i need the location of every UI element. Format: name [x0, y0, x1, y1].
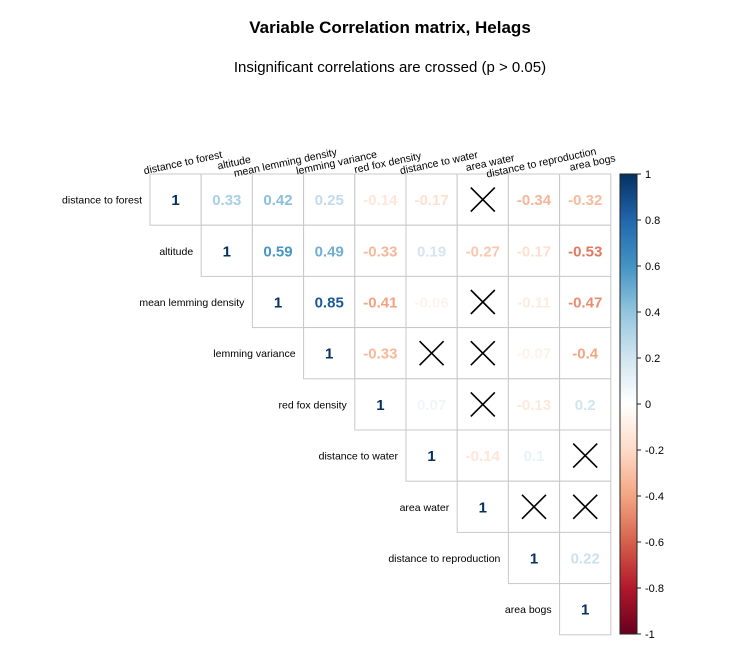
cell-border — [303, 327, 356, 380]
insignificant-cross — [419, 340, 445, 366]
colorbar-tick-label: -0.6 — [645, 537, 664, 549]
correlation-value: 0.59 — [263, 243, 292, 260]
correlation-value: 1 — [325, 346, 333, 363]
colorbar: 1 0.8 0.6 0.4 0.2 0 -0.2 -0.4 -0.6 -0.8 -1 — [619, 169, 664, 641]
correlation-value: -0.27 — [466, 243, 500, 260]
colorbar-tick-label: 0.6 — [645, 261, 660, 273]
correlation-value: -0.17 — [517, 243, 551, 260]
correlation-value: -0.13 — [517, 397, 551, 414]
cell-border — [559, 224, 612, 277]
cell-border — [559, 531, 612, 585]
insignificant-cross — [470, 187, 496, 213]
cell-border — [405, 224, 458, 277]
insignificant-cross — [572, 443, 598, 469]
cell-border — [559, 583, 612, 636]
correlation-value: 1 — [171, 192, 179, 209]
correlation-value: 1 — [581, 602, 589, 619]
correlation-value: 1 — [223, 243, 231, 260]
cell-border — [456, 480, 509, 533]
correlation-value: -0.34 — [517, 192, 552, 209]
colorbar-tick-label: -0.8 — [645, 583, 664, 595]
colorbar-tick-label: 0.4 — [645, 307, 660, 319]
row-label: area bogs — [505, 604, 552, 616]
correlation-value: 0.33 — [212, 192, 241, 209]
correlation-value: 0.22 — [571, 551, 600, 568]
correlation-value: -0.17 — [414, 192, 448, 209]
cell-border — [354, 378, 407, 431]
cell-border — [149, 173, 202, 226]
insignificant-cross — [470, 340, 496, 366]
correlation-value: -0.14 — [466, 448, 501, 465]
correlation-value: 0.25 — [315, 192, 344, 209]
column-label: distance to forest — [143, 149, 224, 177]
correlation-value: -0.33 — [363, 346, 397, 363]
correlation-value: 1 — [530, 551, 538, 568]
colorbar-tick-label: 0.8 — [645, 215, 660, 227]
cell-border — [405, 378, 458, 431]
row-label: distance to reproduction — [388, 553, 500, 565]
cell-border — [354, 275, 407, 329]
correlation-value: -0.07 — [517, 346, 551, 363]
row-label: red fox density — [279, 399, 348, 411]
insignificant-cross — [572, 494, 598, 520]
correlation-value: 0.2 — [575, 397, 596, 414]
correlation-value: 1 — [376, 397, 384, 414]
row-label: lemming variance — [213, 348, 295, 360]
row-label: distance to forest — [62, 195, 142, 207]
correlation-value: 0.85 — [315, 295, 344, 312]
correlation-grid: 1 0.33 0.42 0.25 -0.14 -0.17 -0.34 -0.32 1 0.59 0.… — [149, 173, 612, 636]
correlation-value: 1 — [427, 448, 435, 465]
insignificant-cross — [521, 494, 547, 520]
cell-border — [507, 224, 561, 277]
row-label: mean lemming density — [139, 297, 245, 309]
correlation-value: 1 — [274, 295, 282, 312]
correlation-value: -0.06 — [414, 295, 448, 312]
correlation-value: -0.53 — [568, 243, 602, 260]
cell-border — [251, 275, 305, 329]
colorbar-tick-label: -0.4 — [645, 491, 664, 503]
cell-border — [456, 429, 509, 482]
correlation-value: -0.33 — [363, 243, 397, 260]
cell-border — [559, 275, 612, 329]
chart-subtitle: Insignificant correlations are crossed (… — [234, 59, 546, 76]
correlation-value: 0.1 — [524, 448, 545, 465]
correlation-value: 0.49 — [315, 243, 344, 260]
cell-border — [200, 173, 253, 226]
cell-border — [507, 327, 561, 380]
cell-border — [405, 275, 458, 329]
insignificant-cross — [470, 391, 496, 417]
correlation-value: -0.14 — [363, 192, 398, 209]
row-label: altitude — [159, 246, 193, 258]
colorbar-tick-label: 1 — [645, 169, 651, 181]
correlation-value: 1 — [479, 499, 487, 516]
row-label: distance to water — [319, 451, 399, 463]
colorbar-tick-label: 0 — [645, 399, 651, 411]
correlation-value: -0.4 — [572, 346, 599, 363]
correlation-value: -0.41 — [363, 295, 397, 312]
colorbar-tick-label: -1 — [645, 629, 655, 641]
cell-border — [200, 224, 253, 277]
cell-border — [507, 429, 561, 482]
correlation-value: -0.32 — [568, 192, 602, 209]
colorbar-gradient — [619, 173, 638, 635]
cell-border — [354, 327, 407, 380]
chart-title: Variable Correlation matrix, Helags — [249, 18, 531, 37]
cell-border — [251, 173, 305, 226]
row-labels: distance to forest altitude mean lemming d… — [62, 195, 552, 617]
cell-border — [507, 531, 561, 585]
correlation-value: 0.42 — [263, 192, 292, 209]
correlation-value: -0.11 — [517, 295, 550, 312]
cell-border — [251, 224, 305, 277]
correlation-value: 0.19 — [417, 243, 446, 260]
cell-border — [456, 224, 509, 277]
colorbar-tick-label: -0.2 — [645, 445, 664, 457]
correlation-value: -0.47 — [568, 295, 602, 312]
correlation-value: 0.07 — [417, 397, 446, 414]
cell-border — [303, 224, 356, 277]
colorbar-tick-label: 0.2 — [645, 353, 660, 365]
cell-border — [405, 173, 458, 226]
row-label: area water — [400, 502, 450, 514]
insignificant-cross — [470, 289, 496, 315]
